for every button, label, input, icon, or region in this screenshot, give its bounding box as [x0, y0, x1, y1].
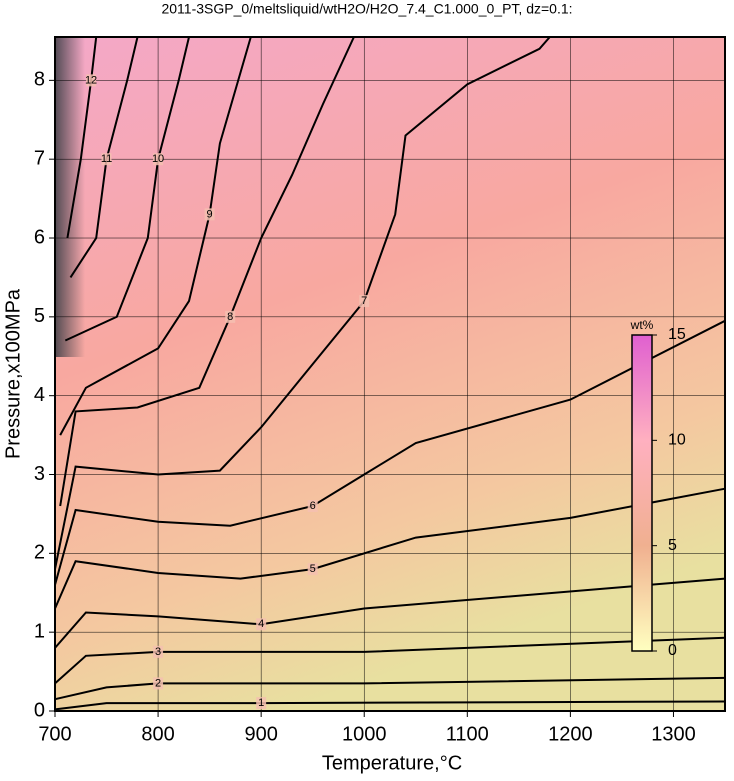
colorbar-tick-label: 10 [668, 432, 686, 449]
contour-label: 11 [101, 153, 112, 165]
contour-line [64, 36, 190, 342]
x-tick-label: 700 [38, 723, 71, 745]
contour-line [59, 36, 252, 436]
colorbar-label: wt% [630, 318, 654, 332]
y-tick-label: 4 [34, 384, 45, 406]
y-axis-label: Pressure,x100MPa [2, 288, 24, 459]
y-tick-label: 7 [34, 147, 45, 169]
contour-label-bg [256, 697, 267, 710]
y-tick-label: 2 [34, 542, 45, 564]
contour-line [54, 577, 726, 649]
contour-label-bg [153, 153, 164, 166]
contour-label-bg [307, 500, 318, 513]
contour-label-bg [101, 153, 112, 166]
x-tick-label: 1000 [342, 723, 387, 745]
plot-background [55, 37, 725, 711]
contour-label: 4 [258, 618, 264, 630]
contour-label: 8 [227, 311, 233, 323]
contour-label: 3 [155, 646, 161, 658]
contour-label: 1 [258, 697, 264, 709]
contour-label: 10 [152, 153, 164, 165]
contour-label-bg [307, 563, 318, 576]
contour-line [54, 36, 551, 570]
contour-label-bg [153, 677, 164, 690]
contour-label: 6 [310, 500, 316, 512]
x-tick-label: 1200 [548, 723, 593, 745]
contour-label: 12 [85, 74, 97, 86]
contour-label-bg [225, 310, 236, 323]
contour-label: 2 [155, 677, 161, 689]
colorbar-tick-label: 5 [668, 537, 677, 554]
contour-label-bg [256, 618, 267, 631]
x-axis-label: Temperature,°C [322, 752, 462, 774]
chart-title: 2011-3SGP_0/meltsliquid/wtH2O/H2O_7.4_C1… [161, 1, 572, 17]
contour-line [54, 700, 726, 711]
x-tick-label: 1100 [446, 723, 489, 745]
colorbar-tick-label: 15 [668, 326, 686, 343]
colorbar-tick-label: 0 [668, 642, 677, 659]
y-tick-label: 1 [34, 620, 45, 642]
contour-label: 7 [361, 295, 367, 307]
contour-line [66, 36, 98, 239]
colorbar [631, 334, 653, 652]
x-tick-label: 900 [244, 723, 277, 745]
contour-label-bg [86, 74, 97, 87]
x-tick-label: 800 [141, 723, 174, 745]
y-tick-label: 6 [34, 226, 45, 248]
contour-label: 5 [310, 563, 316, 575]
y-tick-label: 0 [34, 699, 45, 721]
y-tick-label: 5 [34, 305, 45, 327]
y-tick-label: 3 [34, 463, 45, 485]
dense-region [55, 37, 85, 357]
contour-label-bg [153, 645, 164, 658]
contour-label: 9 [207, 208, 213, 220]
contour-label-bg [204, 208, 215, 221]
x-tick-label: 1300 [651, 723, 696, 745]
contour-line [54, 487, 726, 609]
contour-label-bg [359, 295, 370, 308]
plot-frame [54, 36, 726, 712]
y-tick-label: 8 [34, 69, 45, 91]
